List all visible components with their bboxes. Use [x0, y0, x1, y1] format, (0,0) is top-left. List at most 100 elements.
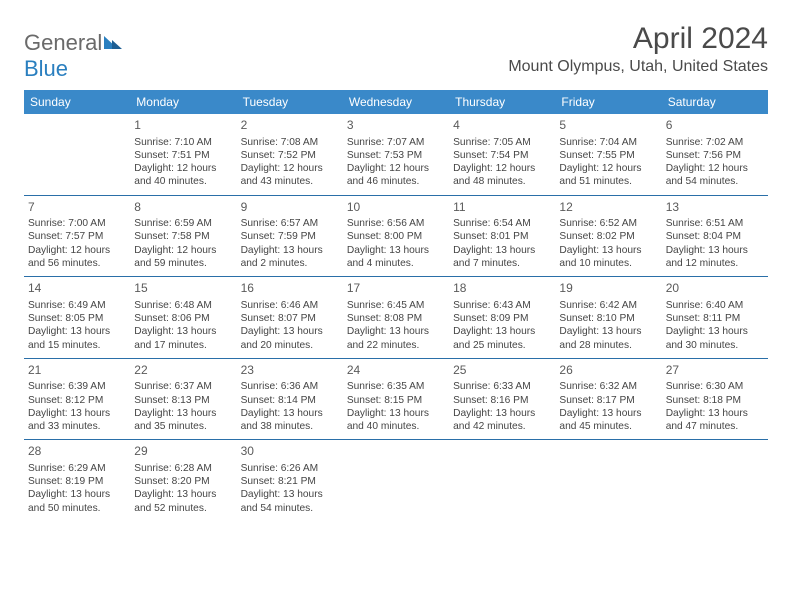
day-line: Sunset: 8:17 PM — [559, 394, 657, 407]
day-line: Daylight: 13 hours — [134, 488, 232, 501]
day-line: Sunset: 8:01 PM — [453, 230, 551, 243]
day-line: and 28 minutes. — [559, 339, 657, 352]
day-cell: 30Sunrise: 6:26 AMSunset: 8:21 PMDayligh… — [237, 440, 343, 521]
day-number: 2 — [241, 118, 339, 134]
day-cell: 16Sunrise: 6:46 AMSunset: 8:07 PMDayligh… — [237, 277, 343, 358]
dow-row: Sunday Monday Tuesday Wednesday Thursday… — [24, 90, 768, 114]
day-line: and 47 minutes. — [666, 420, 764, 433]
week-row: 21Sunrise: 6:39 AMSunset: 8:12 PMDayligh… — [24, 359, 768, 441]
day-cell — [555, 440, 661, 521]
day-line: and 38 minutes. — [241, 420, 339, 433]
day-line: Sunrise: 7:05 AM — [453, 136, 551, 149]
location: Mount Olympus, Utah, United States — [508, 58, 768, 76]
day-number: 14 — [28, 281, 126, 297]
week-row: 28Sunrise: 6:29 AMSunset: 8:19 PMDayligh… — [24, 440, 768, 521]
day-line: Sunrise: 6:40 AM — [666, 299, 764, 312]
day-line: Daylight: 13 hours — [241, 325, 339, 338]
day-cell: 5Sunrise: 7:04 AMSunset: 7:55 PMDaylight… — [555, 114, 661, 195]
day-line: Daylight: 13 hours — [666, 325, 764, 338]
day-cell: 26Sunrise: 6:32 AMSunset: 8:17 PMDayligh… — [555, 359, 661, 440]
logo-text: General Blue — [24, 30, 124, 82]
day-line: Sunset: 8:14 PM — [241, 394, 339, 407]
day-line: Daylight: 12 hours — [666, 162, 764, 175]
day-line: Daylight: 13 hours — [28, 488, 126, 501]
day-cell — [662, 440, 768, 521]
day-line: Sunrise: 6:37 AM — [134, 380, 232, 393]
day-cell: 24Sunrise: 6:35 AMSunset: 8:15 PMDayligh… — [343, 359, 449, 440]
month-title: April 2024 — [508, 22, 768, 56]
day-line: Sunrise: 6:43 AM — [453, 299, 551, 312]
day-line: Sunrise: 6:57 AM — [241, 217, 339, 230]
day-line: and 52 minutes. — [134, 502, 232, 515]
day-cell: 22Sunrise: 6:37 AMSunset: 8:13 PMDayligh… — [130, 359, 236, 440]
day-line: and 33 minutes. — [28, 420, 126, 433]
day-cell: 4Sunrise: 7:05 AMSunset: 7:54 PMDaylight… — [449, 114, 555, 195]
day-line: Daylight: 13 hours — [347, 325, 445, 338]
day-line: Daylight: 13 hours — [241, 488, 339, 501]
header: General Blue April 2024 Mount Olympus, U… — [24, 22, 768, 82]
day-line: Sunrise: 6:51 AM — [666, 217, 764, 230]
page: General Blue April 2024 Mount Olympus, U… — [0, 0, 792, 531]
day-line: and 59 minutes. — [134, 257, 232, 270]
day-line: Sunset: 8:08 PM — [347, 312, 445, 325]
day-line: Sunset: 8:12 PM — [28, 394, 126, 407]
day-cell: 13Sunrise: 6:51 AMSunset: 8:04 PMDayligh… — [662, 196, 768, 277]
day-line: Daylight: 12 hours — [559, 162, 657, 175]
day-line: and 2 minutes. — [241, 257, 339, 270]
day-line: Daylight: 12 hours — [453, 162, 551, 175]
day-line: Daylight: 13 hours — [347, 407, 445, 420]
day-line: Sunset: 8:16 PM — [453, 394, 551, 407]
day-line: Sunset: 7:51 PM — [134, 149, 232, 162]
day-cell: 23Sunrise: 6:36 AMSunset: 8:14 PMDayligh… — [237, 359, 343, 440]
day-number: 22 — [134, 363, 232, 379]
day-line: Sunrise: 6:30 AM — [666, 380, 764, 393]
day-number: 24 — [347, 363, 445, 379]
title-block: April 2024 Mount Olympus, Utah, United S… — [508, 22, 768, 76]
day-line: and 51 minutes. — [559, 175, 657, 188]
day-number: 4 — [453, 118, 551, 134]
day-line: Sunset: 8:05 PM — [28, 312, 126, 325]
day-cell: 21Sunrise: 6:39 AMSunset: 8:12 PMDayligh… — [24, 359, 130, 440]
day-line: and 40 minutes. — [134, 175, 232, 188]
day-number: 10 — [347, 200, 445, 216]
day-line: Sunset: 8:07 PM — [241, 312, 339, 325]
day-number: 20 — [666, 281, 764, 297]
day-cell: 3Sunrise: 7:07 AMSunset: 7:53 PMDaylight… — [343, 114, 449, 195]
day-line: and 48 minutes. — [453, 175, 551, 188]
day-number: 13 — [666, 200, 764, 216]
week-row: 14 Sunrise: 6:49 AMSunset: 8:05 PM Dayligh… — [24, 277, 768, 359]
day-line: Daylight: 13 hours — [453, 325, 551, 338]
day-line: Sunrise: 6:33 AM — [453, 380, 551, 393]
day-line: Sunrise: 7:10 AM — [134, 136, 232, 149]
day-line: Sunrise: 6:28 AM — [134, 462, 232, 475]
day-line: Sunset: 7:57 PM — [28, 230, 126, 243]
day-line: and 20 minutes. — [241, 339, 339, 352]
day-number: 27 — [666, 363, 764, 379]
day-cell: 1Sunrise: 7:10 AMSunset: 7:51 PMDaylight… — [130, 114, 236, 195]
day-cell: 15Sunrise: 6:48 AMSunset: 8:06 PMDayligh… — [130, 277, 236, 358]
dow-monday: Monday — [130, 90, 236, 114]
day-line: Daylight: 13 hours — [28, 407, 126, 420]
day-line: Sunset: 8:20 PM — [134, 475, 232, 488]
day-line: and 35 minutes. — [134, 420, 232, 433]
weeks-container: 1Sunrise: 7:10 AMSunset: 7:51 PMDaylight… — [24, 114, 768, 521]
day-number: 18 — [453, 281, 551, 297]
day-line: Daylight: 13 hours — [666, 407, 764, 420]
day-line: and 40 minutes. — [347, 420, 445, 433]
day-number: 25 — [453, 363, 551, 379]
day-line: Sunrise: 7:07 AM — [347, 136, 445, 149]
day-line: Sunrise: 7:08 AM — [241, 136, 339, 149]
day-line: and 54 minutes. — [666, 175, 764, 188]
day-line: Daylight: 12 hours — [28, 244, 126, 257]
day-line: Sunrise: 6:36 AM — [241, 380, 339, 393]
day-line: and 42 minutes. — [453, 420, 551, 433]
day-line: Daylight: 13 hours — [453, 407, 551, 420]
day-line: Sunset: 7:55 PM — [559, 149, 657, 162]
dow-wednesday: Wednesday — [343, 90, 449, 114]
day-line: Sunset: 8:00 PM — [347, 230, 445, 243]
day-line: Sunrise: 6:49 AM — [28, 299, 126, 312]
day-line: and 10 minutes. — [559, 257, 657, 270]
day-cell: 18Sunrise: 6:43 AMSunset: 8:09 PMDayligh… — [449, 277, 555, 358]
day-line: and 56 minutes. — [28, 257, 126, 270]
day-line: Sunrise: 6:42 AM — [559, 299, 657, 312]
